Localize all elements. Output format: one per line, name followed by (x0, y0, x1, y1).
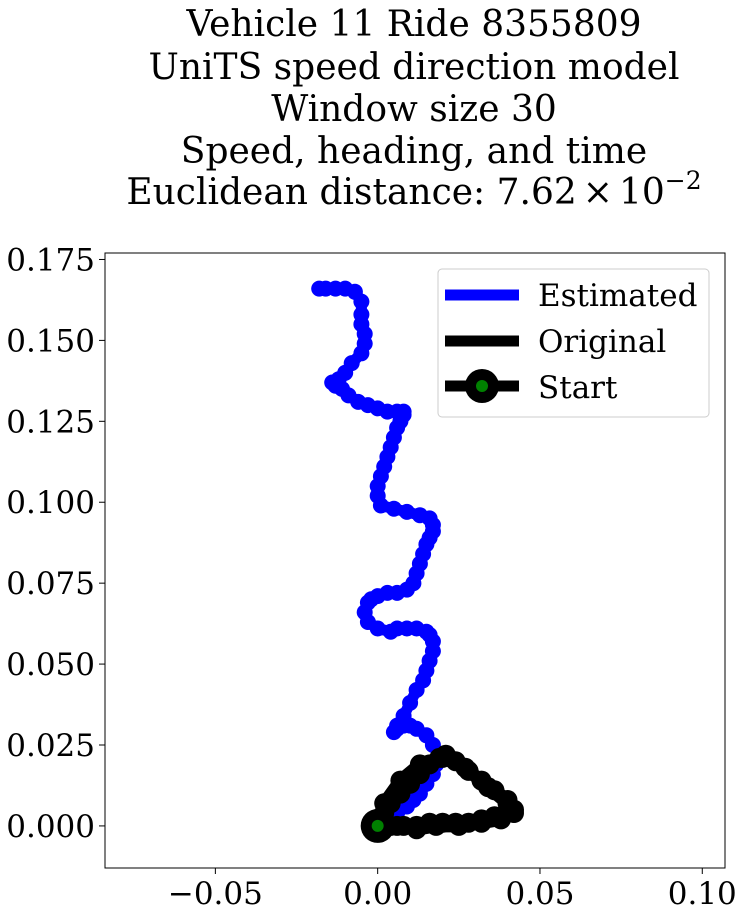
series-layer (311, 280, 524, 840)
y-tick-label: 0.025 (6, 728, 95, 764)
data-point-estimated (398, 503, 415, 520)
title-metric-times: × (583, 172, 613, 213)
data-point-original (374, 793, 395, 814)
y-tick-label: 0.075 (6, 566, 95, 602)
data-point-original (426, 815, 447, 836)
data-point-original (409, 754, 430, 775)
y-tick-label: 0.150 (6, 323, 95, 359)
data-point-estimated (402, 694, 419, 711)
title-line-1: Vehicle 11 Ride 8355809 (185, 4, 641, 45)
data-point-estimated (395, 707, 412, 724)
title-line-2: UniTS speed direction model (149, 47, 680, 88)
x-axis: −0.05 0.00 0.05 0.10 (168, 868, 737, 912)
plot-area-frame (104, 252, 726, 869)
legend-swatch-start-marker-inner (476, 380, 488, 392)
title-metric-exp: −2 (665, 166, 702, 195)
legend-label-start: Start (538, 370, 618, 406)
data-point-estimated (343, 355, 360, 372)
data-point-original (455, 757, 476, 778)
y-axis: 0.000 0.025 0.050 0.075 0.100 0.125 0.150 0.175 (6, 242, 105, 845)
title-metric-base: 10 (619, 172, 665, 213)
x-tick-label: 0.00 (343, 876, 412, 912)
data-point-original (471, 812, 492, 833)
y-tick-label: 0.125 (6, 404, 95, 440)
data-point-estimated (385, 500, 402, 517)
data-point-original (406, 819, 427, 840)
x-tick-label: 0.05 (505, 876, 574, 912)
y-tick-label: 0.000 (6, 809, 95, 845)
data-point-estimated (382, 623, 399, 640)
x-tick-label: −0.05 (168, 876, 263, 912)
x-tick-label: 0.10 (668, 876, 737, 912)
title-metric-prefix: Euclidean distance: 7.62 (126, 172, 576, 213)
title-metric-line: Euclidean distance: 7.62 × 10−2 (126, 166, 701, 213)
legend-label-estimated: Estimated (538, 278, 697, 314)
title-line-4: Speed, heading, and time (181, 131, 647, 172)
y-tick-label: 0.050 (6, 647, 95, 683)
data-point-estimated (353, 306, 370, 323)
y-tick-label: 0.175 (6, 242, 95, 278)
legend-label-original: Original (538, 324, 666, 360)
title-line-3: Window size 30 (271, 89, 557, 130)
data-point-original (448, 815, 469, 836)
legend-box (437, 268, 710, 418)
data-point-original (497, 793, 518, 814)
data-point-estimated (411, 507, 428, 524)
start-marker-inner (371, 819, 384, 832)
legend: Estimated Original Start (437, 268, 710, 418)
start-layer (360, 808, 395, 843)
data-point-estimated (311, 280, 328, 297)
data-point-original (478, 777, 498, 798)
data-point-original (390, 770, 411, 791)
y-tick-label: 0.100 (6, 485, 95, 521)
data-point-original (432, 747, 453, 768)
chart-title: Vehicle 11 Ride 8355809 UniTS speed dire… (126, 4, 701, 213)
